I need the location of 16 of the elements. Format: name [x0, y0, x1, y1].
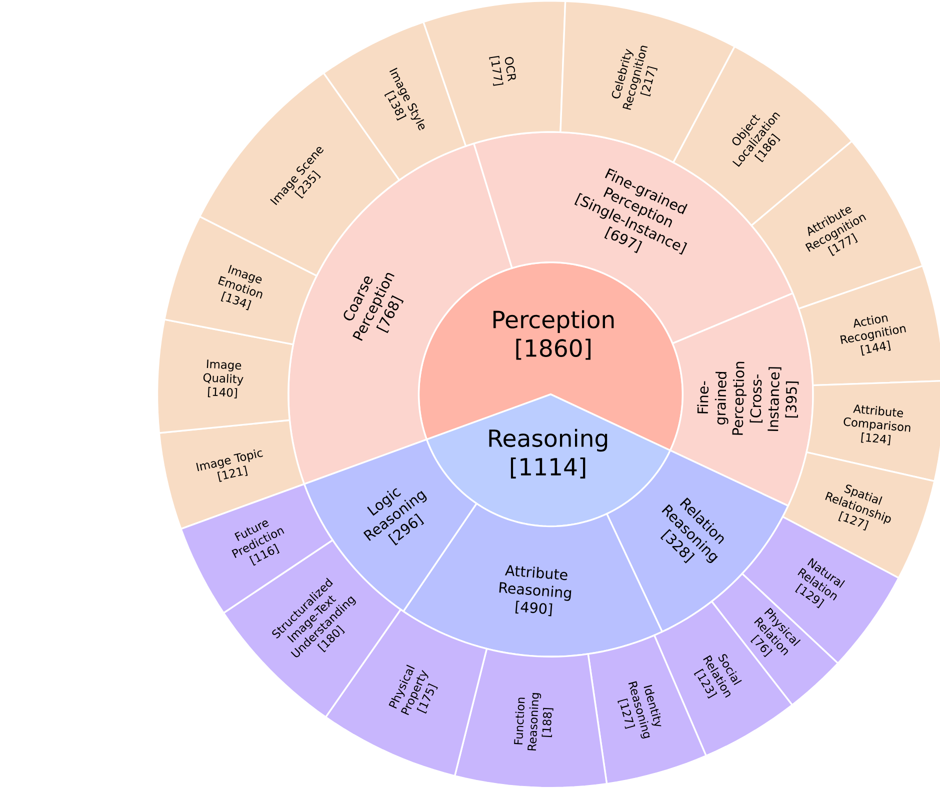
slice-label: Attribute Comparison [844, 404, 910, 432]
data-label: [177] [489, 56, 504, 86]
data-label: [140] [208, 387, 238, 399]
data-label: [124] [861, 432, 891, 446]
data-label: [1860] [516, 338, 590, 360]
slice-label: Function Reasoning [514, 693, 542, 751]
slice-label: Fine-grained Perception [Cross-Instance] [697, 362, 782, 436]
slice-label: Perception [493, 310, 614, 334]
data-label: [490] [515, 600, 552, 616]
data-label: [395] [785, 382, 799, 418]
data-label: [1114] [510, 458, 586, 479]
slice-label: Image Quality [203, 360, 244, 386]
data-label: [188] [542, 708, 554, 738]
slice-label: OCR [504, 57, 516, 82]
slice-label: Reasoning [489, 429, 608, 452]
slice-label: Attribute Reasoning [499, 565, 572, 602]
